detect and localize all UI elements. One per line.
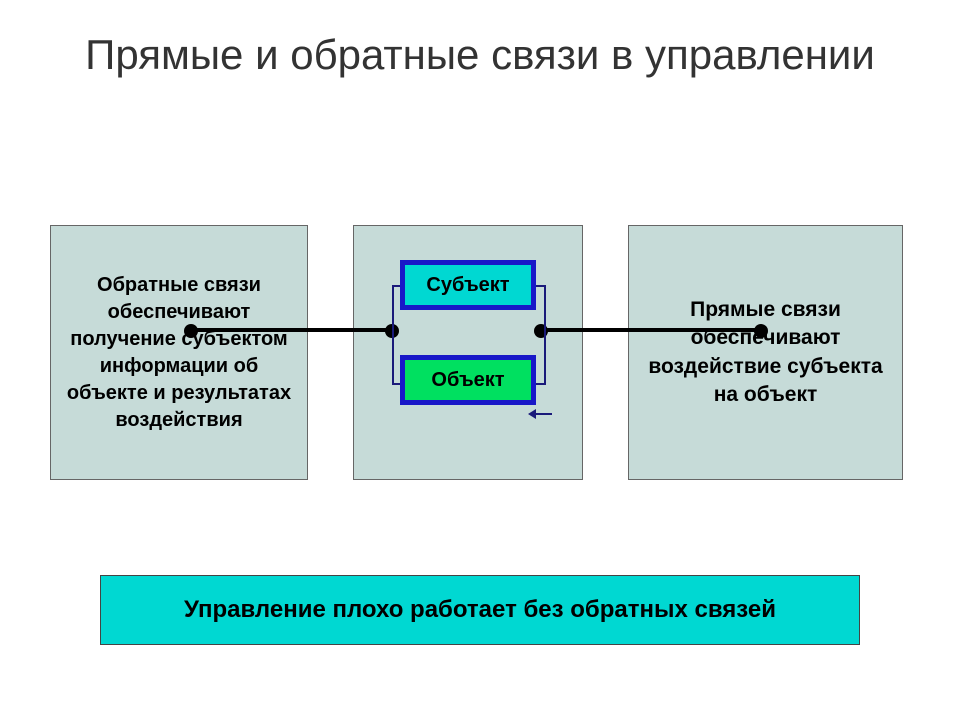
panel-feedback-text: Обратные связи обеспечивают получение су… [51, 226, 307, 479]
panel-direct-text: Прямые связи обеспечивают воздействие су… [629, 226, 902, 479]
dot-4 [754, 324, 768, 338]
connector-left [190, 328, 392, 332]
box-object: Объект [400, 355, 536, 405]
loop-right-v [544, 285, 546, 385]
loop-right-ht [536, 285, 544, 287]
box-subject-label: Субъект [426, 274, 509, 297]
loop-left-hb [392, 383, 400, 385]
loop-right-hb [536, 383, 544, 385]
box-subject: Субъект [400, 260, 536, 310]
box-object-label: Объект [431, 369, 504, 392]
diagram-area: Обратные связи обеспечивают получение су… [0, 225, 960, 505]
banner-text: Управление плохо работает без обратных с… [184, 596, 776, 624]
panel-direct: Прямые связи обеспечивают воздействие су… [628, 225, 903, 480]
panel-feedback: Обратные связи обеспечивают получение су… [50, 225, 308, 480]
banner-conclusion: Управление плохо работает без обратных с… [100, 575, 860, 645]
loop-left-v [392, 285, 394, 385]
connector-right [540, 328, 760, 332]
slide-title: Прямые и обратные связи в управлении [0, 0, 960, 80]
loop-left-ht [392, 285, 400, 287]
bottom-arrow-head [528, 409, 536, 419]
dot-1 [184, 324, 198, 338]
